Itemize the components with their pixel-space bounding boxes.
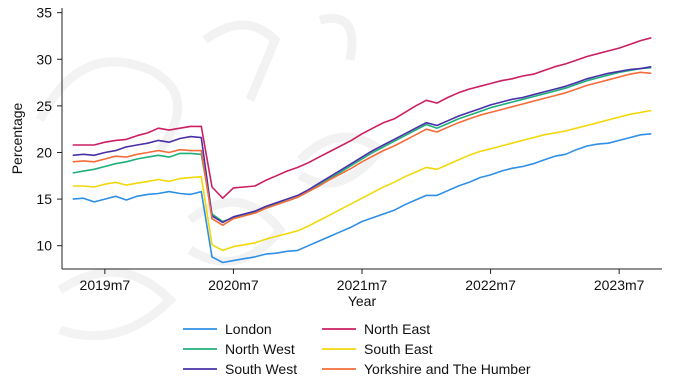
series-layer	[72, 37, 652, 264]
x-tick-label: 2023m7	[594, 277, 645, 293]
legend-label-north-east: North East	[364, 321, 430, 337]
x-tick-label: 2019m7	[80, 277, 131, 293]
series-line-north-west	[72, 66, 652, 223]
y-tick-label: 35	[36, 5, 52, 21]
y-tick-label: 15	[36, 191, 52, 207]
y-tick-label: 10	[36, 238, 52, 254]
series-line-south-east	[72, 109, 652, 252]
series-line-south-west	[72, 65, 652, 224]
y-axis-title: Percentage	[9, 102, 25, 174]
legend: London North East North West South East Sout…	[183, 321, 531, 377]
x-tick-label: 2022m7	[465, 277, 516, 293]
series-line-yorkshire-and-the-humber	[72, 71, 652, 226]
y-tick-label: 30	[36, 51, 52, 67]
y-tick-label: 25	[36, 98, 52, 114]
x-tick-label: 2021m7	[337, 277, 388, 293]
legend-label-yorkshire-and-the-humber: Yorkshire and The Humber	[364, 361, 531, 377]
axes-layer: 10 15 20 25 30 35 2019m7 2020m7 2021m7 2022m7 2023…	[9, 5, 662, 309]
legend-label-london: London	[225, 321, 272, 337]
watermark	[35, 14, 387, 341]
legend-label-south-west: South West	[225, 361, 297, 377]
x-axis-title: Year	[348, 293, 377, 309]
series-line-london	[72, 133, 652, 264]
legend-label-south-east: South East	[364, 341, 433, 357]
legend-label-north-west: North West	[225, 341, 295, 357]
series-line-north-east	[72, 37, 652, 199]
x-tick-label: 2020m7	[208, 277, 259, 293]
y-tick-label: 20	[36, 144, 52, 160]
